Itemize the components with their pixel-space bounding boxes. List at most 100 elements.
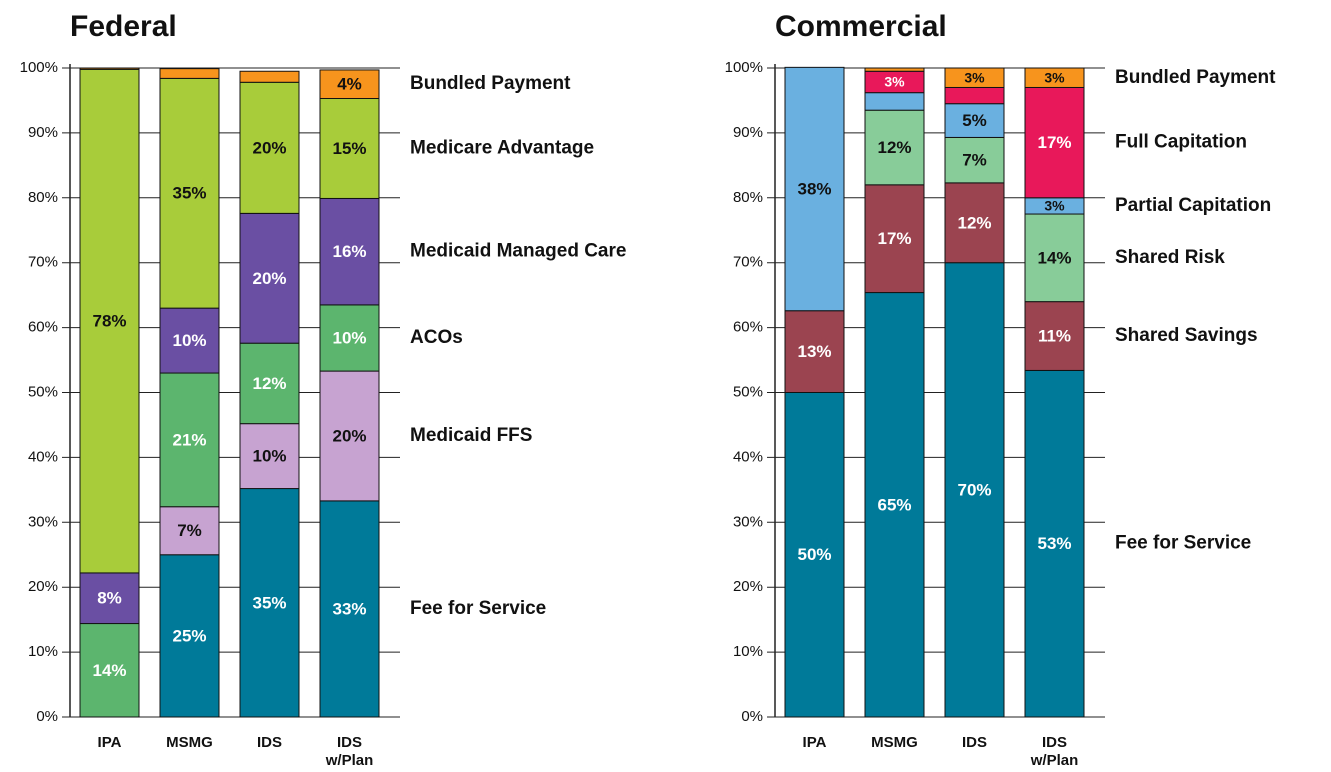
bar-segment <box>1024 213 1085 303</box>
legend-label: Full Capitation <box>1115 132 1247 153</box>
data-label: 3% <box>964 69 985 85</box>
y-tick-label: 10% <box>28 643 58 660</box>
data-label: 10% <box>252 447 286 466</box>
y-tick-label: 100% <box>725 59 763 76</box>
legend-label: Bundled Payment <box>1115 67 1276 88</box>
y-tick-label: 30% <box>28 513 58 530</box>
x-tick-line: IDS <box>337 734 362 751</box>
data-label: 12% <box>252 374 286 393</box>
bar-segment <box>944 86 1005 105</box>
bar-segment <box>79 623 140 718</box>
legend-label: ACOs <box>410 327 463 348</box>
data-label: 53% <box>1037 534 1071 553</box>
y-tick-label: 80% <box>733 189 763 206</box>
legend-label: Fee for Service <box>410 598 546 619</box>
legend-label: Partial Capitation <box>1115 195 1271 216</box>
legend-label: Shared Risk <box>1115 247 1225 268</box>
bar-segment <box>784 310 845 394</box>
y-tick-label: 30% <box>733 513 763 530</box>
bar-segment <box>319 370 380 502</box>
y-tick-label: 50% <box>28 383 58 400</box>
data-label: 7% <box>177 521 202 540</box>
data-label: 25% <box>172 626 206 645</box>
bar-segment <box>159 506 220 556</box>
data-label: 3% <box>1044 198 1065 214</box>
data-label: 12% <box>877 138 911 157</box>
labels: 0% 10% 20% 30% 40% 50% 60% 70% 80% 90% 100% IPA 14% 8… <box>20 59 627 769</box>
data-label: 78% <box>92 312 126 331</box>
bar-segment <box>239 488 300 718</box>
data-label: 3% <box>884 74 905 90</box>
y-tick-label: 70% <box>28 254 58 271</box>
data-label: 13% <box>797 342 831 361</box>
data-label: 12% <box>957 213 991 232</box>
bar-segment <box>319 500 380 718</box>
data-label: 11% <box>1038 327 1071 346</box>
legend-label: Bundled Payment <box>410 73 571 94</box>
bar-segment <box>319 304 380 372</box>
bar-segment <box>159 307 220 374</box>
labels: 0% 10% 20% 30% 40% 50% 60% 70% 80% 90% 100% IPA 50% 1… <box>725 59 1277 769</box>
bar-segment <box>159 77 220 309</box>
y-tick-label: 0% <box>36 708 58 725</box>
x-tick-label: IDS w/Plan <box>1030 734 1079 769</box>
legend-label: Fee for Service <box>1115 533 1251 554</box>
y-tick-label: 60% <box>733 319 763 336</box>
bar-segment <box>159 68 220 79</box>
bar-segment <box>784 392 845 718</box>
bar-segment <box>319 69 380 100</box>
y-tick-label: 0% <box>741 708 763 725</box>
data-label: 35% <box>252 593 286 612</box>
data-label: 21% <box>172 430 206 449</box>
data-label: 8% <box>97 589 122 608</box>
bar-segment <box>944 182 1005 264</box>
data-label: 10% <box>332 328 366 347</box>
data-label: 50% <box>797 545 831 564</box>
y-tick-label: 80% <box>28 189 58 206</box>
bar-segment <box>319 98 380 199</box>
x-tick-label: IPA <box>98 734 122 751</box>
y-tick-label: 10% <box>733 643 763 660</box>
bar-segment <box>159 372 220 508</box>
legend-label: Medicaid Managed Care <box>410 241 626 262</box>
data-label: 14% <box>1037 248 1071 267</box>
chart-title: Commercial <box>775 10 947 43</box>
y-tick-label: 100% <box>20 59 58 76</box>
data-label: 16% <box>332 242 366 261</box>
data-label: 14% <box>92 661 126 680</box>
bar-segment <box>864 184 925 294</box>
x-tick-label: IDS w/Plan <box>325 734 374 769</box>
data-label: 70% <box>957 480 991 499</box>
data-label: 38% <box>797 180 831 199</box>
data-label: 5% <box>962 111 987 130</box>
legend-label: Medicare Advantage <box>410 137 594 158</box>
bar-segment <box>1024 86 1085 199</box>
bar-segment <box>944 262 1005 718</box>
y-tick-label: 50% <box>733 383 763 400</box>
bar-segment <box>319 197 380 306</box>
bar-segment <box>1024 301 1085 371</box>
x-tick-line: w/Plan <box>1030 752 1079 769</box>
y-tick-label: 70% <box>733 254 763 271</box>
bar-segment <box>239 70 300 83</box>
bar-segment <box>864 92 925 111</box>
y-tick-label: 60% <box>28 319 58 336</box>
y-tick-label: 40% <box>733 448 763 465</box>
x-tick-label: MSMG <box>166 734 213 751</box>
bars <box>784 66 1085 718</box>
data-label: 17% <box>877 229 911 248</box>
x-tick-label: IDS <box>962 734 987 751</box>
legend-label: Shared Savings <box>1115 325 1258 346</box>
data-label: 10% <box>172 331 206 350</box>
x-tick-label: IDS <box>257 734 282 751</box>
bar-segment <box>1024 369 1085 718</box>
bar-segment <box>239 342 300 425</box>
data-label: 20% <box>252 269 286 288</box>
bar-segment <box>784 66 845 312</box>
data-label: 3% <box>1044 69 1065 85</box>
data-label: 4% <box>337 75 362 94</box>
data-label: 20% <box>252 138 286 157</box>
y-tick-label: 40% <box>28 448 58 465</box>
data-label: 20% <box>332 426 366 445</box>
